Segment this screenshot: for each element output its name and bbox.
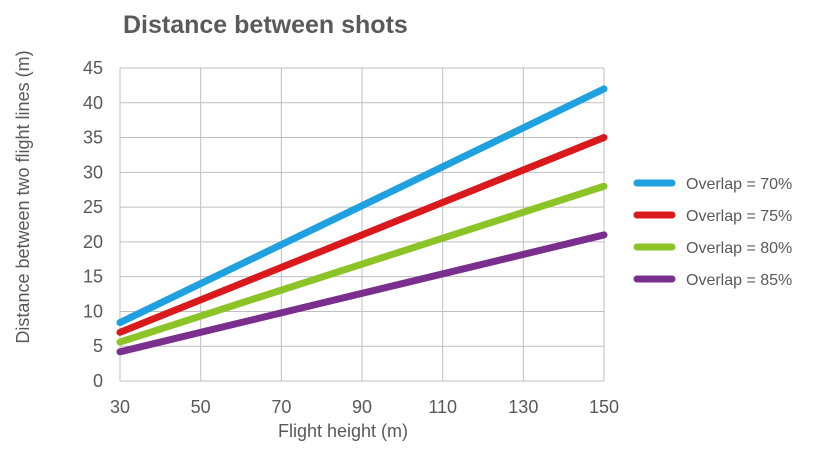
legend-label: Overlap = 75%: [686, 208, 792, 225]
x-tick-label: 30: [110, 397, 130, 417]
y-tick-label: 25: [83, 197, 103, 217]
y-tick-label: 20: [83, 232, 103, 252]
series-line-3: [116, 182, 608, 346]
y-tick-label: 0: [93, 371, 103, 391]
y-tick-label: 10: [83, 301, 103, 321]
series-lines: [116, 85, 608, 356]
y-axis-label: Distance between two flight lines (m): [13, 50, 33, 343]
legend-label: Overlap = 80%: [686, 240, 792, 257]
x-tick-label: 50: [191, 397, 211, 417]
x-tick-label: 110: [428, 397, 457, 417]
x-tick-label: 90: [352, 397, 372, 417]
x-tick-label: 130: [508, 397, 538, 417]
x-tick-labels: 30 50 70 90 110 130 150: [110, 397, 619, 417]
legend-label: Overlap = 85%: [686, 272, 792, 289]
x-tick-label: 70: [271, 397, 291, 417]
x-tick-label: 150: [589, 397, 619, 417]
chart-title: Distance between shots: [123, 11, 408, 39]
series-line-1: [116, 85, 608, 327]
y-tick-label: 35: [83, 128, 103, 148]
y-tick-labels: 0 5 10 15 20 25 30 35 40 45: [83, 58, 103, 391]
y-tick-label: 30: [83, 162, 103, 182]
x-axis-label: Flight height (m): [278, 421, 408, 441]
y-tick-label: 40: [83, 93, 103, 113]
legend: Overlap = 70% Overlap = 75% Overlap = 80% O…: [633, 176, 792, 289]
series-line-4: [116, 231, 608, 356]
y-tick-label: 15: [83, 267, 103, 287]
y-tick-label: 45: [83, 58, 103, 78]
legend-label: Overlap = 70%: [686, 176, 792, 193]
y-tick-label: 5: [93, 336, 103, 356]
series-line-2: [116, 134, 608, 336]
